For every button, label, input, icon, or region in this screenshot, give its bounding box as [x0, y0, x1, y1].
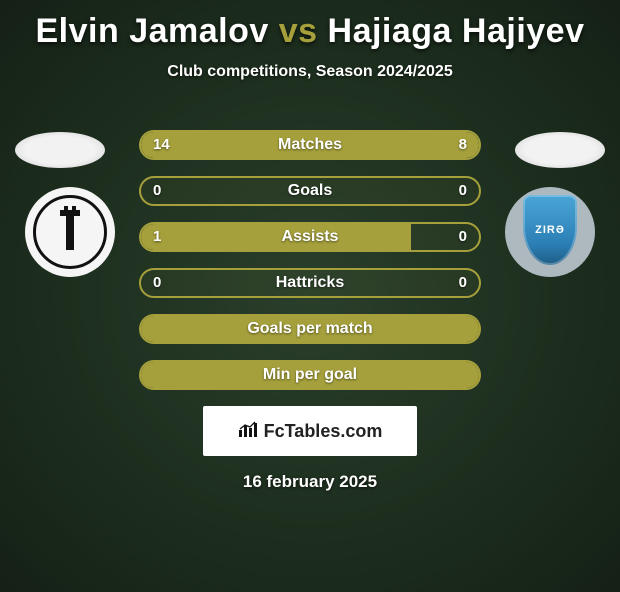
stat-value-left: 0 [141, 178, 173, 204]
stat-row: Goals per match [139, 314, 481, 344]
player2-club-crest: ZIRƏ [505, 187, 595, 277]
oil-derrick-icon [33, 195, 107, 269]
stat-label: Min per goal [141, 362, 479, 388]
stat-row: Matches14 8 [139, 130, 481, 160]
chart-icon [238, 420, 258, 443]
stat-label: Hattricks [141, 270, 479, 296]
brand-text: FcTables.com [264, 421, 383, 442]
player1-flag [15, 132, 105, 168]
stat-value-right: 8 [447, 132, 479, 158]
stat-label: Goals per match [141, 316, 479, 342]
stat-row: Assists1 0 [139, 222, 481, 252]
stat-value-left: 0 [141, 270, 173, 296]
zire-badge-icon: ZIRƏ [523, 195, 577, 265]
page-title: Elvin Jamalov vs Hajiaga Hajiyev [0, 12, 620, 51]
player1-club-crest [25, 187, 115, 277]
zire-badge-text: ZIRƏ [535, 224, 565, 236]
stat-value-right: 0 [447, 178, 479, 204]
stat-value-left: 1 [141, 224, 173, 250]
snapshot-date: 16 february 2025 [0, 472, 620, 492]
comparison-panel: ZIRƏ Matches148Goals00Assists10Hattricks… [0, 112, 620, 492]
stat-row: Min per goal [139, 360, 481, 390]
player2-name: Hajiaga Hajiyev [328, 12, 585, 50]
stat-value-right: 0 [447, 270, 479, 296]
player2-flag [515, 132, 605, 168]
stat-value-right: 0 [447, 224, 479, 250]
stat-label: Matches [141, 132, 479, 158]
stat-bars: Matches148Goals00Assists10Hattricks00Goa… [139, 112, 481, 390]
stat-value-left: 14 [141, 132, 182, 158]
stat-label: Assists [141, 224, 479, 250]
stat-row: Hattricks0 0 [139, 268, 481, 298]
stat-label: Goals [141, 178, 479, 204]
brand-box[interactable]: FcTables.com [203, 406, 417, 456]
player1-name: Elvin Jamalov [36, 12, 269, 50]
stat-row: Goals0 0 [139, 176, 481, 206]
subtitle: Club competitions, Season 2024/2025 [0, 63, 620, 81]
vs-separator: vs [279, 12, 318, 50]
